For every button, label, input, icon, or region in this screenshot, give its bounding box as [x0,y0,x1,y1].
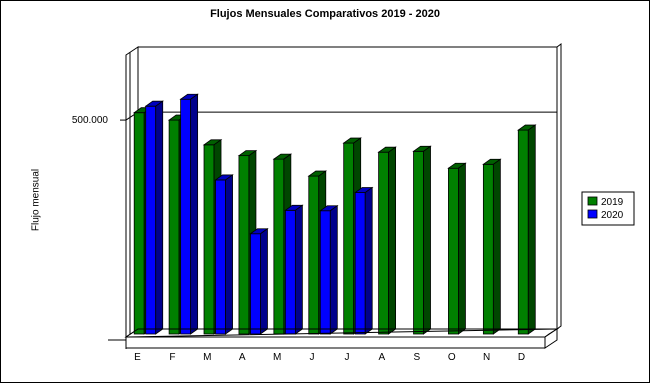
bar [180,98,192,335]
x-tick-label: J [344,352,349,363]
bar-2019-7 [377,146,397,335]
bar-side [329,204,338,335]
bar-side [364,186,373,335]
bar-2020-4 [284,204,304,335]
right-wall [556,43,562,330]
bar-2020-1 [179,93,199,335]
bar-side [225,174,233,335]
x-tick-label: O [448,352,456,363]
bar-side [458,162,466,335]
bar [354,192,366,335]
bar-2019-10 [482,158,502,335]
x-tick-label: M [203,352,211,363]
bar-side [492,158,501,335]
x-tick-label: M [273,352,281,363]
bar [133,112,145,335]
x-tick-label: A [239,352,246,363]
bar [319,210,331,335]
legend-label: 2020 [601,210,624,221]
bar [343,142,355,335]
bar [215,179,226,335]
bar-2020-5 [319,204,339,335]
bar-2019-9 [447,162,467,335]
legend-swatch [587,209,598,219]
bar-side [260,227,268,335]
bar-2020-6 [353,186,374,335]
bar [273,158,285,335]
bar [517,129,529,335]
bar-side [155,100,164,335]
x-tick-label: N [483,352,490,363]
bar [448,167,459,335]
bar [168,119,180,335]
bar-side [294,204,303,335]
chart-floor [108,328,559,349]
x-tick-label: J [310,352,315,363]
bar [250,233,261,335]
bar-2020-0 [144,100,164,335]
bar-2019-11 [517,124,537,335]
legend-swatch [587,196,598,206]
floor-front [125,336,546,349]
bar [203,144,215,335]
x-tick-label: D [518,352,525,363]
bar-side [423,145,431,335]
legend: 2019 2020 [581,191,635,226]
chart-title: Flujos Mensuales Comparativos 2019 - 202… [210,8,440,20]
y-axis-ticks: 500.000 [72,115,126,126]
bar [482,163,494,335]
bar [238,155,250,335]
bar-2020-2 [214,174,234,335]
x-tick-label: A [379,352,386,363]
bar-side [388,146,397,335]
bar [145,105,157,335]
x-tick-label: S [413,352,420,363]
bar-2019-8 [412,145,432,335]
bar [378,151,390,335]
bar [308,175,320,335]
bar-side [190,93,199,335]
legend-label: 2019 [601,197,624,208]
y-tick-label: 500.000 [72,115,109,126]
bar [413,150,424,335]
bar [284,209,296,335]
bar-2020-3 [249,227,269,335]
x-tick-label: E [134,352,141,363]
bar-side [527,124,536,335]
bars [132,93,537,335]
x-tick-label: F [169,352,175,363]
